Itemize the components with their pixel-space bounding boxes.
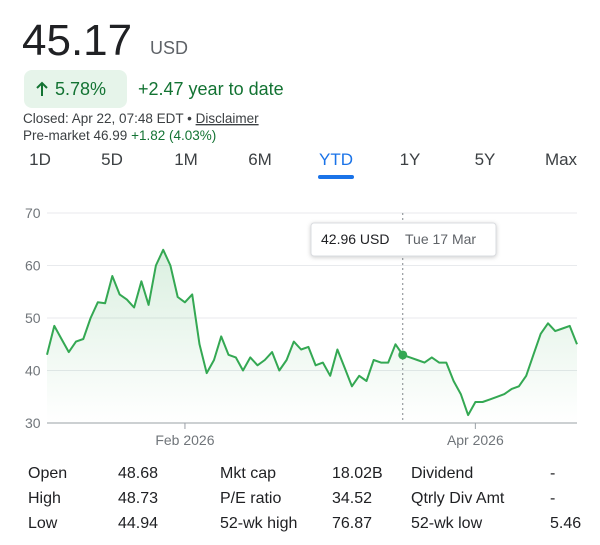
area bbox=[47, 249, 577, 423]
stat-label: 52-wk low bbox=[411, 515, 483, 532]
tab[interactable]: 6M bbox=[248, 150, 272, 169]
tooltip-value: 42.96 USD bbox=[321, 231, 389, 247]
premarket-line: Pre-market 46.99 +1.82 (4.03%) bbox=[23, 128, 216, 143]
stat-value: 48.73 bbox=[118, 490, 158, 507]
hover-point bbox=[398, 350, 408, 360]
chart: 30 40 50 60 70 Feb 2026 Apr 2026 42.96 USD Tue 1… bbox=[25, 205, 578, 448]
stat-value: 5.46 bbox=[550, 515, 581, 532]
stat-value: 48.68 bbox=[118, 465, 158, 482]
stat-value: 18.02B bbox=[332, 465, 383, 482]
premarket-change: +1.82 (4.03%) bbox=[131, 128, 216, 143]
tab[interactable]: 1D bbox=[29, 150, 51, 169]
tab[interactable]: Max bbox=[545, 150, 578, 169]
stat-label: Qtrly Div Amt bbox=[411, 490, 505, 507]
tab[interactable]: YTD bbox=[319, 150, 353, 169]
stat-label: P/E ratio bbox=[220, 490, 281, 507]
stat-value: 34.52 bbox=[332, 490, 372, 507]
price-line bbox=[46, 248, 578, 417]
tab[interactable]: 5D bbox=[101, 150, 123, 169]
closed: Closed: Apr 22, 07:48 EDT • bbox=[23, 111, 192, 126]
tooltip-date: Tue 17 Mar bbox=[405, 231, 476, 247]
disclaimer[interactable]: Disclaimer bbox=[196, 111, 260, 126]
x-tick-label: Apr 2026 bbox=[447, 432, 504, 448]
stat-value: 76.87 bbox=[332, 515, 372, 532]
range-tabs: 1D 5D 1M 6M YTD 1Y 5Y Max bbox=[29, 150, 578, 179]
tab[interactable]: 1M bbox=[174, 150, 198, 169]
tooltip-box bbox=[310, 222, 497, 257]
stat-value: 44.94 bbox=[118, 515, 158, 532]
y-tick-label: 70 bbox=[25, 205, 41, 221]
price: 45.17 bbox=[22, 16, 132, 65]
y-tick-label: 50 bbox=[25, 310, 41, 326]
premarket: Pre-market 46.99 bbox=[23, 128, 127, 143]
stat-label: Open bbox=[28, 465, 67, 482]
stat-label: 52-wk high bbox=[220, 515, 297, 532]
stat-label: Mkt cap bbox=[220, 465, 276, 482]
tab-underline bbox=[318, 175, 354, 179]
x-tick-label: Feb 2026 bbox=[155, 432, 214, 448]
closed-line: Closed: Apr 22, 07:48 EDT • Disclaimer bbox=[23, 111, 259, 126]
stat-value: - bbox=[550, 490, 555, 507]
tab[interactable]: 1Y bbox=[400, 150, 421, 169]
stat-value: - bbox=[550, 465, 555, 482]
change-pill bbox=[24, 70, 127, 108]
tab[interactable]: 5Y bbox=[475, 150, 496, 169]
y-tick-label: 60 bbox=[25, 258, 41, 274]
change-pct: 5.78% bbox=[55, 79, 106, 99]
stats-table: Open 48.68 Mkt cap 18.02B Dividend - High 48.73… bbox=[28, 465, 581, 532]
stat-label: High bbox=[28, 490, 61, 507]
up-arrow bbox=[36, 81, 48, 96]
stat-label: Low bbox=[28, 515, 58, 532]
y-tick-label: 40 bbox=[25, 363, 41, 379]
y-tick-label: 30 bbox=[25, 415, 41, 431]
change-abs: +2.47 year to date bbox=[138, 79, 284, 99]
stat-label: Dividend bbox=[411, 465, 473, 482]
currency: USD bbox=[150, 38, 188, 58]
